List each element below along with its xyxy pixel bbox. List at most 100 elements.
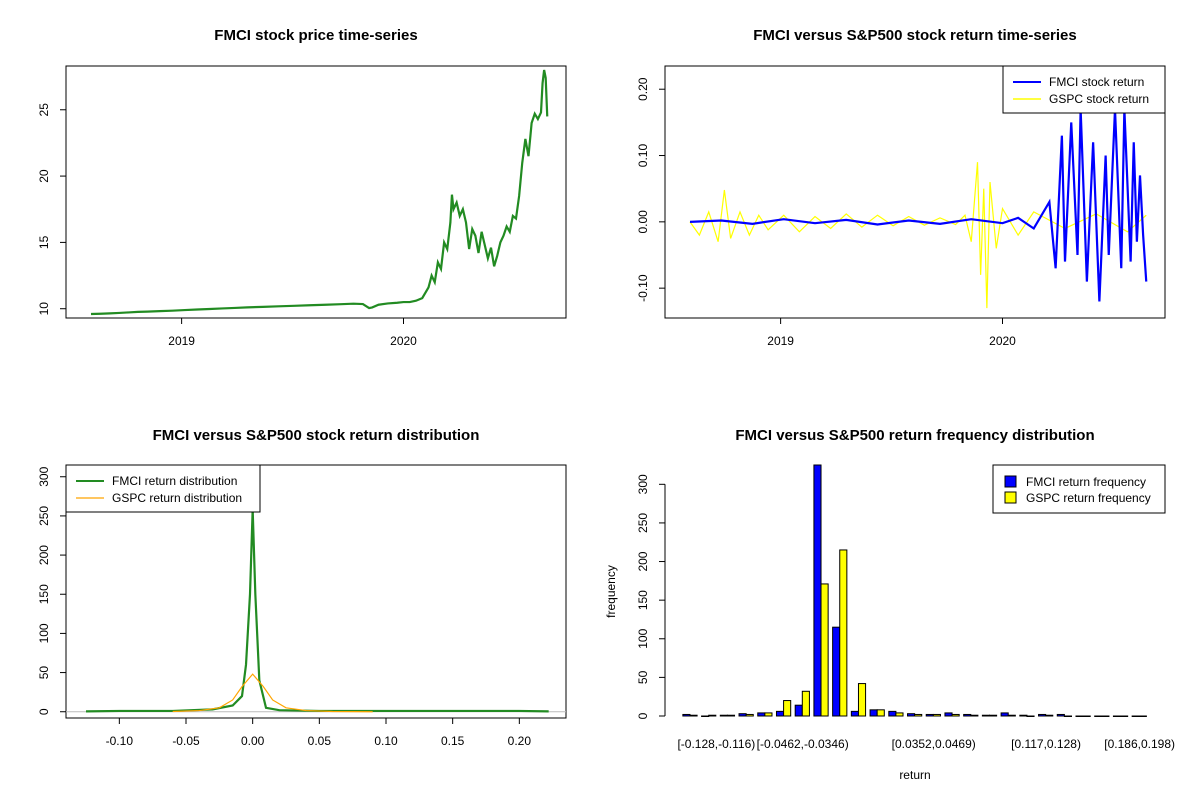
bar-fmci — [981, 714, 991, 717]
bar-fmci — [757, 712, 766, 717]
y-tick-label: 0.00 — [636, 210, 650, 234]
series-line-fmci-return — [689, 109, 1148, 302]
bar-fmci — [850, 710, 859, 717]
legend-label: FMCI return distribution — [112, 474, 237, 488]
y-tick-label: 150 — [636, 590, 650, 610]
bar-gspc — [1138, 715, 1147, 717]
x-tick-label: 0.00 — [241, 734, 265, 748]
bar-fmci — [738, 713, 747, 717]
bar-gspc — [689, 714, 698, 717]
bar-fmci — [944, 712, 953, 717]
x-tick-label: 2019 — [168, 334, 195, 348]
series-line-fmci-price — [90, 69, 549, 316]
y-tick-label: 200 — [37, 545, 51, 565]
y-tick-label: 0.10 — [636, 144, 650, 168]
bar-gspc — [1120, 715, 1129, 717]
bar-fmci — [701, 715, 710, 717]
x-axis-label: return — [899, 768, 930, 782]
bar-fmci — [869, 709, 878, 717]
legend-label: GSPC stock return — [1049, 92, 1149, 106]
y-tick-label: 150 — [37, 584, 51, 604]
chart-title: FMCI versus S&P500 return frequency dist… — [735, 427, 1094, 444]
bar-fmci — [963, 713, 972, 717]
chart-title: FMCI stock price time-series — [214, 27, 417, 44]
bar-gspc — [1082, 715, 1091, 717]
bar-gspc — [801, 690, 810, 717]
bar-gspc — [951, 713, 960, 717]
y-tick-label: 250 — [636, 513, 650, 533]
x-tick-label: 2020 — [390, 334, 417, 348]
x-tick-label: 0.15 — [441, 734, 465, 748]
x-tick-label: [-0.128,-0.116) — [677, 737, 755, 751]
series-line-gspc-return — [689, 162, 1147, 309]
y-tick-label: 15 — [37, 235, 51, 249]
legend-box — [992, 464, 1166, 514]
bar-fmci — [925, 713, 934, 717]
bar-gspc — [932, 713, 941, 717]
bar-fmci — [1038, 713, 1047, 717]
x-tick-label: [0.117,0.128) — [1011, 737, 1081, 751]
x-tick-label: -0.10 — [106, 734, 134, 748]
bar-fmci — [719, 714, 728, 717]
bar-fmci — [1131, 715, 1140, 717]
y-tick-label: 25 — [37, 103, 51, 117]
y-tick-label: 300 — [636, 474, 650, 494]
plot-frame — [65, 65, 567, 319]
y-tick-label: 300 — [37, 466, 51, 486]
bar-gspc — [895, 712, 904, 717]
bar-gspc — [876, 709, 885, 717]
x-tick-label: [0.0352,0.0469) — [892, 737, 976, 751]
legend-box — [1002, 65, 1166, 114]
bar-gspc — [839, 549, 848, 717]
bar-gspc — [1026, 715, 1035, 717]
y-tick-label: 100 — [636, 628, 650, 648]
legend-swatch-gspc — [1004, 491, 1017, 504]
bar-fmci — [813, 464, 822, 717]
legend-swatch-fmci — [1004, 475, 1017, 488]
bar-fmci — [1075, 715, 1084, 717]
x-tick-label: 0.10 — [374, 734, 398, 748]
x-tick-label: 2019 — [767, 334, 794, 348]
bar-gspc — [764, 712, 773, 717]
y-tick-label: 10 — [37, 302, 51, 316]
y-tick-label: 100 — [37, 623, 51, 643]
bar-fmci — [682, 713, 691, 717]
bar-fmci — [888, 710, 897, 717]
bar-gspc — [1045, 714, 1054, 717]
y-tick-label: 0.20 — [636, 77, 650, 101]
bar-gspc — [970, 714, 979, 717]
bar-gspc — [745, 713, 754, 717]
y-tick-label: 250 — [37, 506, 51, 526]
chart-title: FMCI versus S&P500 stock return time-ser… — [753, 27, 1076, 44]
y-tick-label: 200 — [636, 551, 650, 571]
bar-fmci — [775, 710, 785, 717]
bar-fmci — [1094, 715, 1103, 717]
legend-label: GSPC return distribution — [112, 491, 242, 505]
bar-gspc — [726, 714, 736, 717]
bar-fmci — [794, 704, 803, 717]
legend-box — [65, 464, 261, 513]
bar-fmci — [1112, 715, 1122, 717]
bar-gspc — [1063, 715, 1072, 717]
plot-frame — [65, 464, 567, 719]
x-tick-label: -0.05 — [172, 734, 200, 748]
series-line-gspc-density — [172, 673, 373, 713]
y-axis-label: frequency — [604, 565, 618, 618]
bar-gspc — [914, 713, 923, 717]
x-tick-label: 2020 — [989, 334, 1016, 348]
bar-fmci — [1056, 713, 1065, 717]
series-line-fmci-density — [85, 509, 549, 713]
legend-label: GSPC return frequency — [1026, 491, 1151, 505]
x-tick-label: 0.05 — [308, 734, 332, 748]
bar-gspc — [708, 714, 717, 717]
bar-gspc — [1101, 715, 1110, 717]
y-tick-label: 50 — [37, 666, 51, 680]
y-tick-label: -0.10 — [636, 274, 650, 302]
y-tick-label: 20 — [37, 169, 51, 183]
bar-fmci — [832, 626, 841, 717]
bar-fmci — [1019, 714, 1028, 717]
x-tick-label: [0.186,0.198) — [1104, 737, 1175, 751]
legend-label: FMCI return frequency — [1026, 475, 1146, 489]
chart-title: FMCI versus S&P500 stock return distribu… — [153, 427, 480, 444]
